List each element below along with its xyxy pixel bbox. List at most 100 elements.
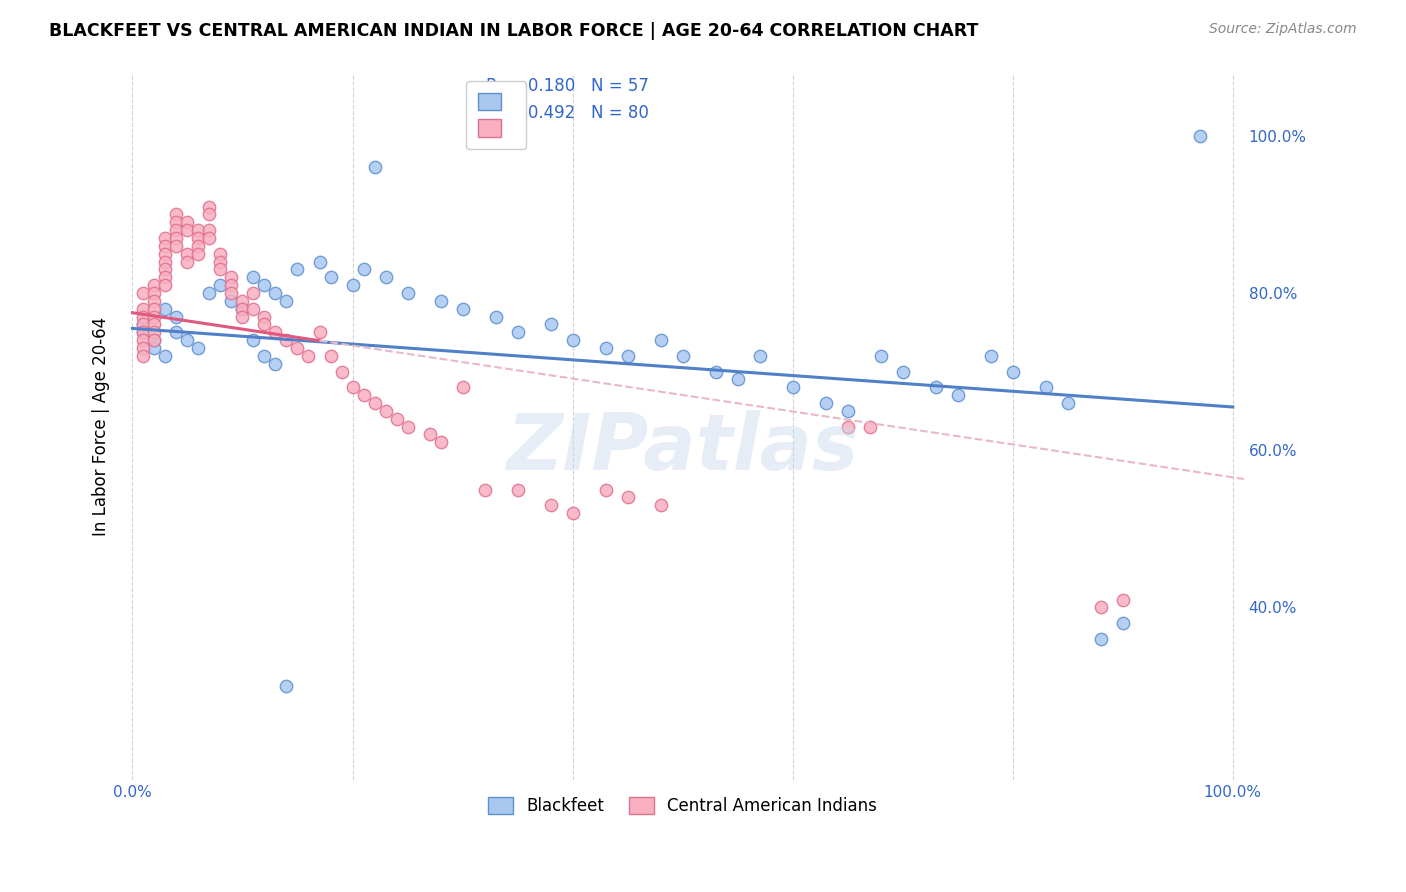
Point	[143, 333, 166, 347]
Point	[242, 301, 264, 316]
Point	[155, 349, 177, 363]
Point	[451, 380, 474, 394]
Point	[319, 349, 342, 363]
Point	[155, 254, 177, 268]
Point	[155, 301, 177, 316]
Point	[132, 301, 155, 316]
Point	[297, 349, 319, 363]
Point	[242, 286, 264, 301]
Point	[198, 231, 221, 245]
Point	[143, 301, 166, 316]
Point	[176, 333, 198, 347]
Point	[342, 278, 364, 293]
Point	[143, 326, 166, 340]
Point	[396, 286, 419, 301]
Point	[429, 293, 451, 308]
Point	[143, 310, 166, 324]
Point	[253, 349, 276, 363]
Point	[253, 278, 276, 293]
Point	[253, 310, 276, 324]
Point	[166, 231, 188, 245]
Point	[650, 498, 672, 512]
Point	[166, 223, 188, 237]
Point	[814, 396, 837, 410]
Point	[198, 223, 221, 237]
Point	[187, 231, 209, 245]
Point	[132, 326, 155, 340]
Point	[276, 333, 298, 347]
Point	[374, 404, 396, 418]
Point	[155, 278, 177, 293]
Point	[924, 380, 946, 394]
Point	[363, 396, 385, 410]
Point	[595, 341, 617, 355]
Point	[155, 270, 177, 285]
Point	[506, 483, 529, 497]
Point	[616, 491, 638, 505]
Point	[264, 357, 287, 371]
Point	[242, 270, 264, 285]
Point	[132, 349, 155, 363]
Point	[319, 270, 342, 285]
Point	[727, 372, 749, 386]
Point	[1056, 396, 1078, 410]
Point	[187, 239, 209, 253]
Point	[374, 270, 396, 285]
Point	[209, 262, 232, 277]
Point	[221, 278, 243, 293]
Point	[671, 349, 693, 363]
Point	[143, 293, 166, 308]
Point	[143, 286, 166, 301]
Point	[155, 239, 177, 253]
Point	[264, 326, 287, 340]
Point	[176, 254, 198, 268]
Text: R = -0.180   N = 57: R = -0.180 N = 57	[486, 77, 650, 95]
Point	[187, 341, 209, 355]
Point	[209, 246, 232, 260]
Point	[276, 679, 298, 693]
Point	[484, 310, 506, 324]
Text: BLACKFEET VS CENTRAL AMERICAN INDIAN IN LABOR FORCE | AGE 20-64 CORRELATION CHAR: BLACKFEET VS CENTRAL AMERICAN INDIAN IN …	[49, 22, 979, 40]
Point	[782, 380, 804, 394]
Point	[837, 419, 859, 434]
Point	[287, 341, 309, 355]
Point	[837, 404, 859, 418]
Legend: Blackfeet, Central American Indians: Blackfeet, Central American Indians	[478, 787, 887, 825]
Point	[132, 333, 155, 347]
Point	[132, 326, 155, 340]
Point	[231, 293, 253, 308]
Point	[143, 318, 166, 332]
Point	[143, 333, 166, 347]
Point	[176, 215, 198, 229]
Point	[704, 365, 727, 379]
Point	[221, 270, 243, 285]
Point	[595, 483, 617, 497]
Point	[330, 365, 353, 379]
Point	[363, 161, 385, 175]
Point	[1112, 616, 1135, 631]
Point	[198, 207, 221, 221]
Point	[859, 419, 882, 434]
Point	[143, 278, 166, 293]
Point	[385, 411, 408, 425]
Point	[1035, 380, 1057, 394]
Point	[176, 223, 198, 237]
Point	[187, 246, 209, 260]
Point	[869, 349, 891, 363]
Point	[353, 388, 375, 402]
Point	[242, 333, 264, 347]
Point	[166, 310, 188, 324]
Point	[561, 506, 583, 520]
Point	[264, 286, 287, 301]
Point	[209, 254, 232, 268]
Point	[451, 301, 474, 316]
Point	[946, 388, 969, 402]
Point	[650, 333, 672, 347]
Point	[132, 318, 155, 332]
Point	[474, 483, 496, 497]
Y-axis label: In Labor Force | Age 20-64: In Labor Force | Age 20-64	[93, 317, 110, 536]
Point	[1188, 128, 1211, 143]
Text: R = -0.492   N = 80: R = -0.492 N = 80	[486, 103, 650, 121]
Point	[748, 349, 770, 363]
Point	[132, 286, 155, 301]
